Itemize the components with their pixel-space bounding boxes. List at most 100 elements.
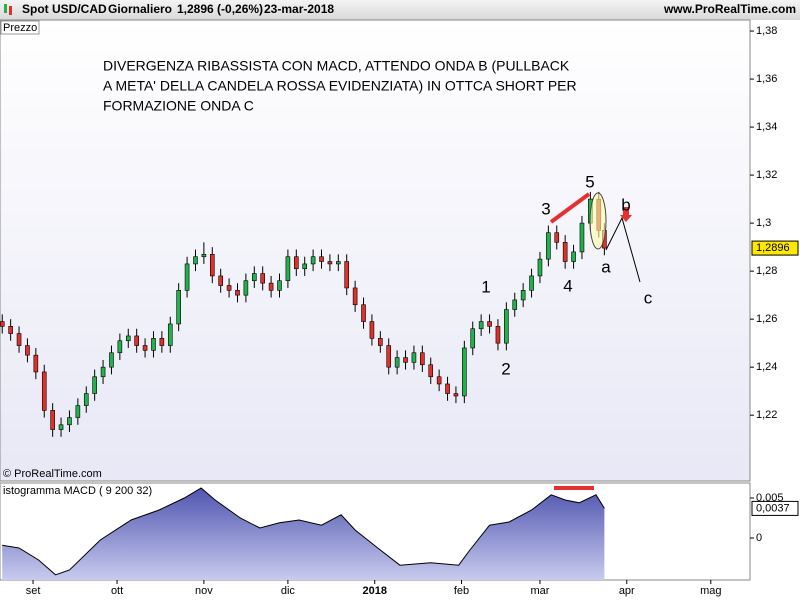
candle-body [167, 323, 173, 346]
candle-body [386, 345, 392, 368]
wave-label: 2 [501, 359, 510, 378]
panel-label: istogramma MACD ( 9 200 32) [3, 485, 152, 497]
candle-body [462, 347, 467, 397]
note: A META' DELLA CANDELA ROSSA EVIDENZIATA)… [103, 78, 577, 94]
candle-body [352, 287, 358, 306]
candle-body [361, 304, 366, 322]
candle-body [319, 256, 324, 262]
candle-body [546, 232, 551, 260]
last-value-box [751, 500, 799, 516]
x-tick-label: feb [454, 585, 469, 597]
candle-body [25, 345, 30, 356]
candle-body [554, 232, 560, 243]
wave-label: b [621, 195, 630, 214]
candle-body [117, 340, 123, 354]
candle-body [336, 261, 341, 265]
down-arrow [620, 207, 632, 222]
candle-body [579, 222, 585, 253]
candle-body [378, 338, 383, 346]
candle-body [142, 345, 148, 351]
quote: 1,2896 (-0,26%) [177, 2, 263, 16]
candle-body [294, 256, 299, 270]
candle-body [193, 256, 198, 265]
candle-body [109, 352, 114, 368]
panel-label: Prezzo [3, 22, 37, 34]
x-tick-label: mag [700, 585, 721, 597]
candle-body [302, 263, 308, 270]
wave-label: 3 [541, 199, 550, 218]
highlight-ellipse [589, 192, 607, 250]
candle-body [92, 376, 97, 394]
y-tick-label: 0 [756, 532, 762, 544]
y-tick-label: 1,32 [756, 169, 777, 181]
last-value-label: 0,0037 [756, 502, 790, 514]
y-tick-label: 1,36 [756, 73, 777, 85]
candle-body [159, 338, 165, 346]
candle-body [512, 299, 518, 310]
candle-body [487, 321, 492, 327]
candle-body [420, 352, 425, 366]
candle-body [403, 357, 408, 363]
y-tick-label: 1,24 [756, 361, 777, 373]
candle-body [436, 376, 442, 385]
period: Giornaliero [108, 2, 172, 16]
candle-body [470, 328, 476, 349]
icon [4, 4, 7, 13]
annotations: DIVERGENZA RIBASSISTA CON MACD, ATTENDO … [103, 58, 653, 490]
candle-body [16, 333, 22, 346]
last-value-box [751, 240, 799, 256]
candle-body [562, 242, 568, 262]
candle-body [445, 383, 450, 394]
note: DIVERGENZA RIBASSISTA CON MACD, ATTENDO … [103, 58, 570, 74]
price-panel [0, 19, 751, 482]
candle-body [41, 371, 47, 411]
site: www.ProRealTime.com [663, 2, 796, 16]
x-tick-label: nov [195, 585, 213, 597]
candle-body [529, 275, 534, 291]
y-tick-label: 1,28 [756, 265, 777, 277]
candle-body [83, 393, 89, 406]
candle-body [537, 258, 543, 277]
candle-body [285, 256, 291, 282]
candle-body [520, 290, 526, 301]
candle-body [344, 261, 350, 289]
x-tick-label: 2018 [362, 585, 386, 597]
candle-body [369, 321, 375, 339]
candle-body [504, 309, 509, 344]
candle-body [33, 354, 39, 373]
candle-body [50, 410, 55, 430]
divergence-line [549, 192, 591, 224]
candle-body [571, 251, 576, 262]
candle-body [226, 285, 232, 291]
candle-body [411, 352, 417, 363]
candle-body [151, 338, 156, 351]
candle-body [268, 282, 274, 291]
x-tick-label: set [26, 585, 41, 597]
wave-label: 4 [563, 276, 572, 295]
candle-body [310, 256, 316, 265]
y-tick-label: 1,26 [756, 313, 777, 325]
wave-label: c [644, 288, 653, 307]
last-value-label: 1,2896 [756, 242, 790, 254]
date: 23-mar-2018 [264, 2, 334, 16]
candle-body [0, 321, 5, 327]
copyright: © ProRealTime.com [3, 468, 102, 480]
candle-body [67, 417, 72, 426]
y-tick-label: 1,38 [756, 25, 777, 37]
header-bar [0, 0, 800, 20]
candle-body [478, 321, 484, 330]
x-tick-label: ott [111, 585, 123, 597]
candle-body [58, 424, 64, 430]
candle-body [495, 326, 501, 344]
candle-body [251, 273, 257, 282]
candle-body [184, 263, 190, 291]
wave-path [605, 216, 641, 283]
candle-body [428, 364, 434, 378]
candle-body [201, 254, 207, 258]
candle-body [243, 280, 249, 296]
symbol: Spot USD/CAD [22, 2, 107, 16]
candle-body [8, 326, 13, 334]
note: FORMAZIONE ONDA C [103, 98, 254, 114]
x-tick-label: mar [530, 585, 549, 597]
x-tick-label: apr [619, 585, 635, 597]
